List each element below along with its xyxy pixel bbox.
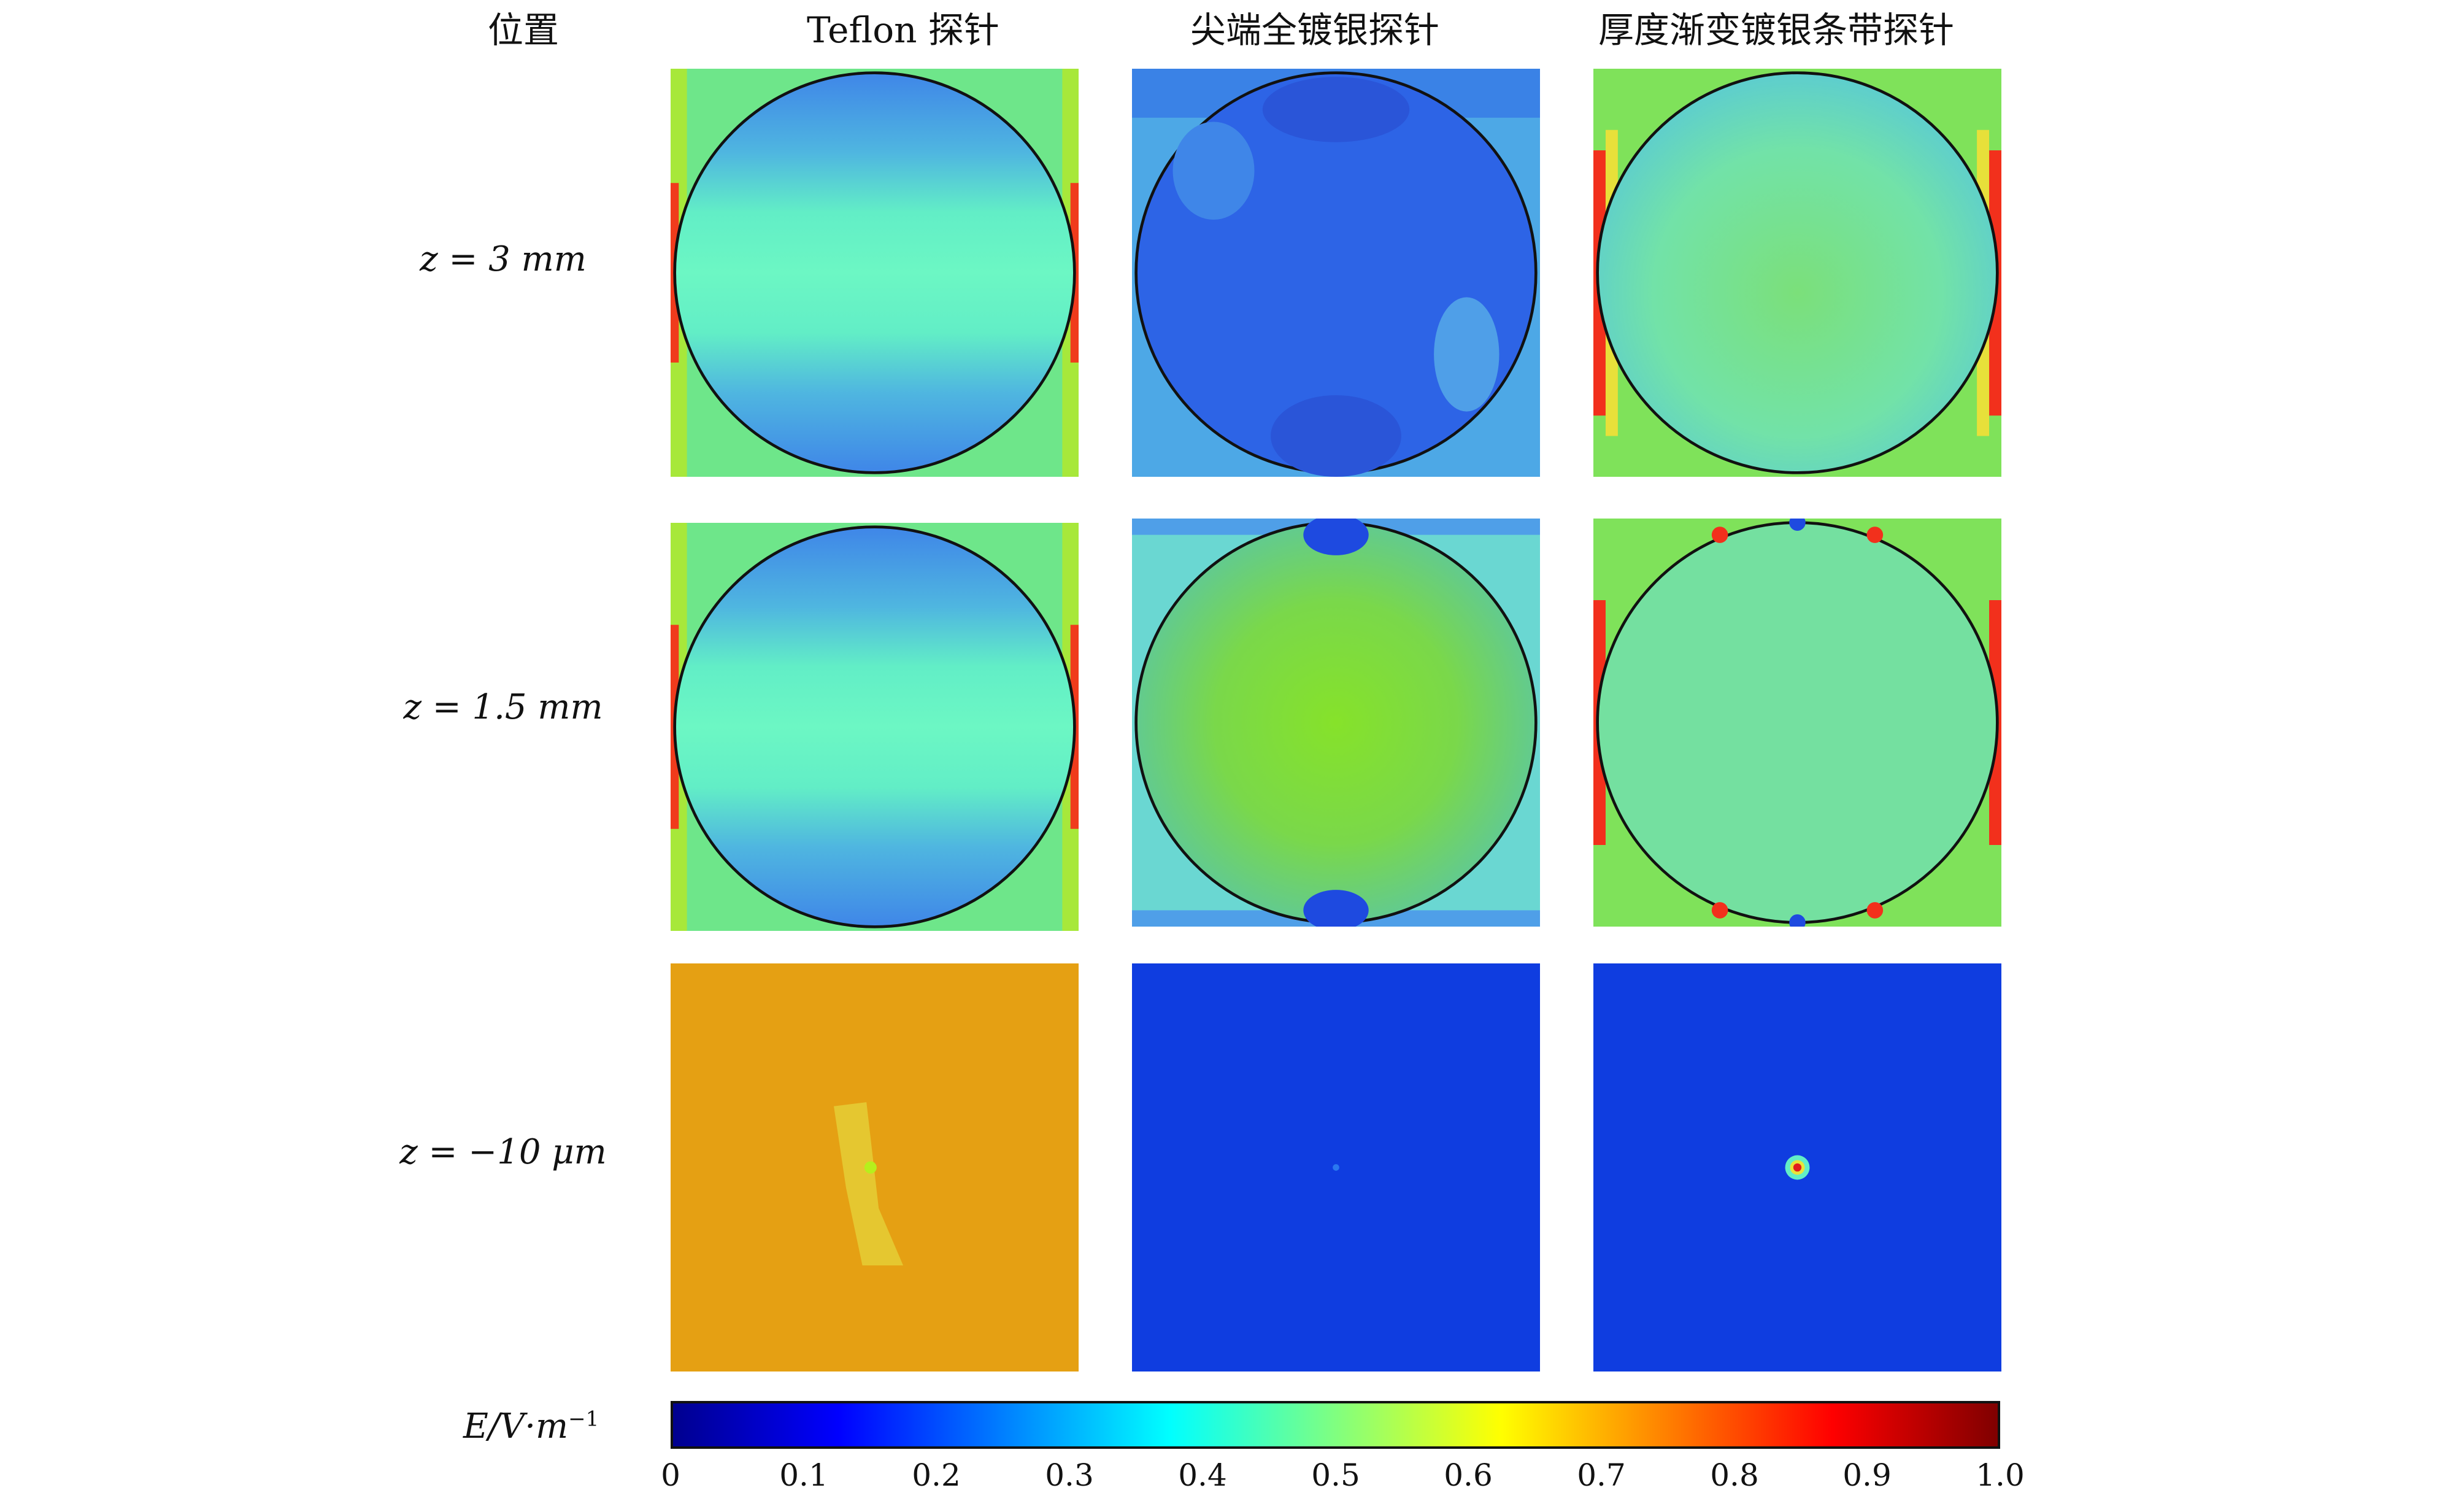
colorbar-tick: 0 bbox=[661, 1457, 680, 1493]
panel-teflon-z3mm bbox=[671, 69, 1079, 477]
panel-teflon-zminus10um bbox=[671, 963, 1079, 1371]
panel-gradient-silver-z1p5mm bbox=[1593, 519, 2001, 927]
colorbar bbox=[671, 1401, 2000, 1449]
header-gradient-silver-strip-probe: 厚度渐变镀银条带探针 bbox=[1598, 9, 1955, 51]
row-label-z3mm: z = 3 mm bbox=[420, 239, 587, 279]
colorbar-tick: 0.5 bbox=[1311, 1457, 1360, 1493]
colorbar-tick: 0.3 bbox=[1045, 1457, 1094, 1493]
header-full-silver-tip-probe: 尖端全镀银探针 bbox=[1190, 9, 1440, 51]
panel-gradient-silver-z3mm bbox=[1593, 69, 2001, 477]
row-label-zminus10um: z = −10 μm bbox=[399, 1132, 607, 1172]
header-position: 位置 bbox=[488, 9, 560, 51]
panel-full-silver-z3mm bbox=[1132, 69, 1540, 477]
panel-gradient-silver-zminus10um bbox=[1593, 963, 2001, 1371]
colorbar-tick: 0.8 bbox=[1710, 1457, 1759, 1493]
panel-teflon-z1p5mm bbox=[671, 523, 1079, 931]
colorbar-tick: 0.6 bbox=[1444, 1457, 1493, 1493]
colorbar-tick: 0.4 bbox=[1178, 1457, 1227, 1493]
colorbar-label: E/V·m−1 bbox=[463, 1406, 599, 1446]
panel-full-silver-z1p5mm bbox=[1132, 519, 1540, 927]
colorbar-tick: 0.9 bbox=[1842, 1457, 1892, 1493]
colorbar-tick: 0.2 bbox=[912, 1457, 961, 1493]
colorbar-tick: 0.7 bbox=[1577, 1457, 1626, 1493]
header-teflon-probe: Teflon 探针 bbox=[807, 9, 999, 51]
row-label-z1p5mm: z = 1.5 mm bbox=[403, 687, 603, 727]
colorbar-tick: 1.0 bbox=[1976, 1457, 2025, 1493]
colorbar-tick: 0.1 bbox=[779, 1457, 828, 1493]
panel-full-silver-zminus10um bbox=[1132, 963, 1540, 1371]
